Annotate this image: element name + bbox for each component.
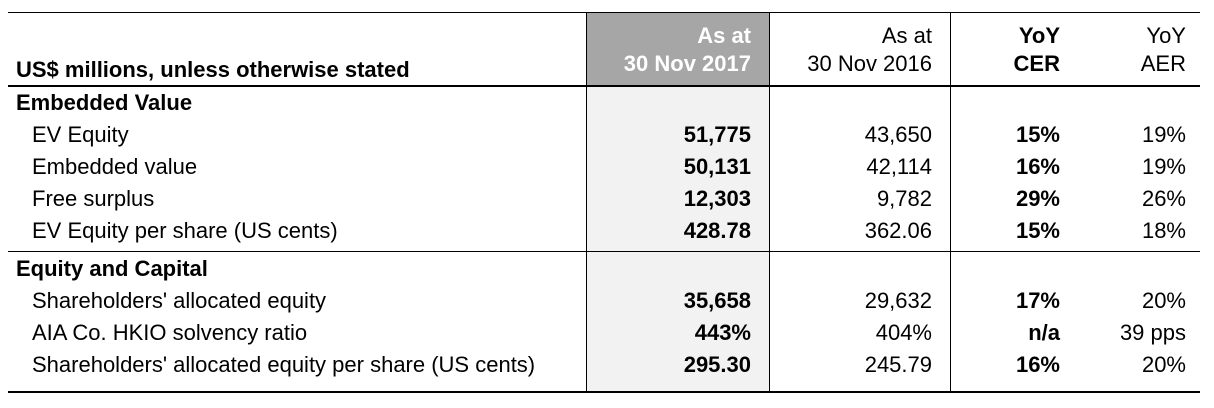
row-label: EV Equity per share (US cents) — [32, 218, 338, 243]
table-row: AIA Co. HKIO solvency ratio 443% 404% n/… — [0, 317, 1214, 349]
table-row: Shareholders' allocated equity per share… — [0, 349, 1214, 381]
column-divider-2 — [769, 12, 770, 392]
header-2016: As at 30 Nov 2016 — [769, 22, 950, 78]
value-2017: 35,658 — [683, 288, 751, 313]
table-row: Shareholders' allocated equity 35,658 29… — [0, 285, 1214, 317]
row-label: Shareholders' allocated equity — [32, 288, 327, 313]
table-top-rule — [8, 12, 1200, 13]
row-label: AIA Co. HKIO solvency ratio — [32, 320, 308, 345]
header-cer-line2: CER — [1013, 51, 1060, 76]
yoy-cer: 15% — [1015, 122, 1060, 147]
value-2016: 42,114 — [866, 154, 932, 179]
value-2017: 51,775 — [683, 122, 751, 147]
yoy-cer: n/a — [1028, 320, 1060, 345]
header-aer-line1: YoY — [1146, 23, 1186, 48]
row-label: Embedded value — [32, 154, 198, 179]
value-2017: 50,131 — [683, 154, 751, 179]
yoy-cer: 15% — [1015, 218, 1060, 243]
section-title-row: Embedded Value — [0, 87, 1214, 119]
header-2017: As at 30 Nov 2017 — [586, 22, 769, 78]
yoy-aer: 20% — [1141, 288, 1186, 313]
header-cer-line1: YoY — [1018, 23, 1060, 48]
yoy-aer: 20% — [1141, 352, 1186, 377]
yoy-aer: 26% — [1141, 186, 1186, 211]
row-label: Shareholders' allocated equity per share… — [32, 352, 536, 377]
header-2017-line1: As at — [697, 23, 751, 48]
section-title: Equity and Capital — [16, 256, 208, 281]
header-2016-line2: 30 Nov 2016 — [807, 51, 932, 76]
value-2016: 9,782 — [876, 186, 932, 211]
section-divider-rule — [8, 251, 1200, 252]
yoy-cer: 16% — [1015, 352, 1060, 377]
yoy-cer: 17% — [1015, 288, 1060, 313]
table-row: Free surplus 12,303 9,782 29% 26% — [0, 183, 1214, 215]
header-2016-line1: As at — [881, 23, 932, 48]
value-2016: 362.06 — [864, 218, 932, 243]
row-label: Free surplus — [32, 186, 155, 211]
header-2017-line2: 30 Nov 2017 — [623, 51, 751, 76]
column-divider-3 — [950, 12, 951, 392]
header-units-label: US$ millions, unless otherwise stated — [16, 57, 410, 82]
value-2017: 295.30 — [683, 352, 751, 377]
row-label: EV Equity — [32, 122, 129, 147]
yoy-aer: 19% — [1141, 122, 1186, 147]
yoy-cer: 16% — [1015, 154, 1060, 179]
value-2017: 443% — [694, 320, 751, 345]
header-bottom-rule — [8, 85, 1200, 87]
yoy-aer: 39 pps — [1119, 320, 1186, 345]
yoy-aer: 19% — [1141, 154, 1186, 179]
yoy-aer: 18% — [1141, 218, 1186, 243]
value-2017: 12,303 — [683, 186, 751, 211]
table-row: EV Equity per share (US cents) 428.78 36… — [0, 215, 1214, 247]
value-2017: 428.78 — [683, 218, 751, 243]
value-2016: 43,650 — [864, 122, 932, 147]
value-2016: 245.79 — [864, 352, 932, 377]
table-bottom-rule — [8, 391, 1200, 393]
yoy-cer: 29% — [1015, 186, 1060, 211]
current-period-header-shading — [586, 12, 769, 85]
header-aer-line2: AER — [1140, 51, 1186, 76]
section-title-row: Equity and Capital — [0, 253, 1214, 285]
value-2016: 29,632 — [864, 288, 932, 313]
header-yoy-cer: YoY CER — [950, 22, 1078, 78]
header-yoy-aer: YoY AER — [1078, 22, 1200, 78]
column-divider-1 — [586, 12, 587, 392]
table-row: EV Equity 51,775 43,650 15% 19% — [0, 119, 1214, 151]
value-2016: 404% — [875, 320, 932, 345]
section-title: Embedded Value — [16, 90, 193, 115]
table-row: Embedded value 50,131 42,114 16% 19% — [0, 151, 1214, 183]
